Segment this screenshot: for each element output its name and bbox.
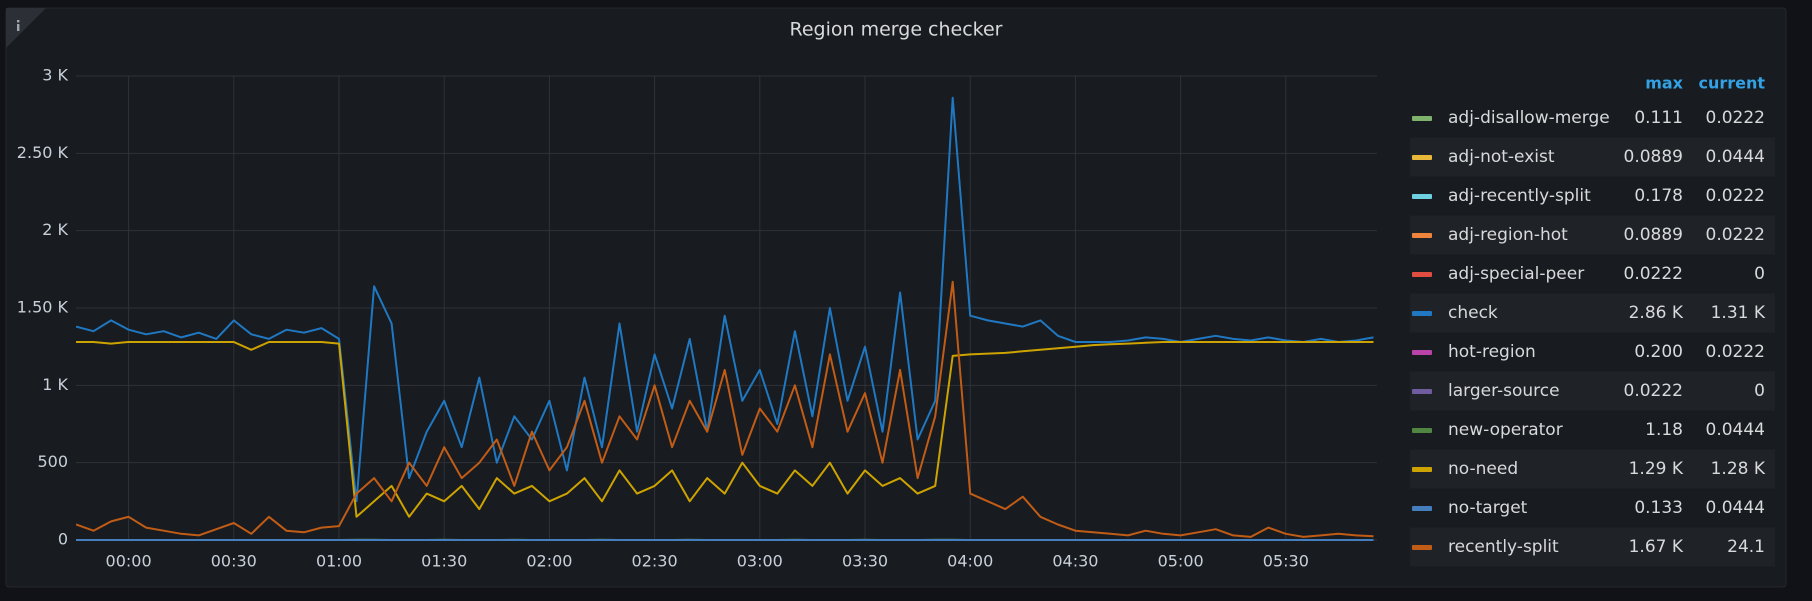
x-tick-label: 01:30 (421, 552, 467, 571)
legend-max: 0.133 (1634, 498, 1683, 518)
x-tick-label: 04:00 (947, 552, 993, 571)
series-line (76, 280, 1374, 538)
legend-swatch (1412, 194, 1432, 199)
legend-row-bg (1410, 137, 1775, 177)
y-tick-label: 2 K (42, 220, 68, 239)
legend-row-bg (1410, 527, 1775, 567)
legend-max: 0.0222 (1624, 264, 1683, 284)
legend-label: hot-region (1448, 342, 1536, 362)
legend-header: current (1698, 74, 1765, 93)
legend-label: adj-not-exist (1448, 147, 1555, 167)
legend-current: 0.0222 (1706, 108, 1765, 128)
legend-swatch (1412, 389, 1432, 394)
legend-swatch (1412, 467, 1432, 472)
legend-current: 0 (1754, 264, 1765, 284)
legend-current: 0.0222 (1706, 342, 1765, 362)
legend-row-bg (1410, 293, 1775, 333)
y-tick-label: 1 K (42, 375, 68, 394)
legend-label: adj-special-peer (1448, 264, 1584, 284)
legend-swatch (1412, 428, 1432, 433)
y-tick-label: 1.50 K (17, 298, 69, 317)
legend-max: 1.18 (1645, 420, 1683, 440)
x-tick-label: 03:00 (737, 552, 783, 571)
legend-row-bg (1410, 449, 1775, 489)
x-tick-label: 03:30 (842, 552, 888, 571)
legend-swatch (1412, 311, 1432, 316)
x-tick-label: 00:30 (211, 552, 257, 571)
legend-current: 0.0444 (1706, 420, 1765, 440)
legend-max: 0.0889 (1624, 147, 1683, 167)
legend-label: larger-source (1448, 381, 1560, 401)
legend-max: 0.178 (1634, 186, 1683, 206)
legend-max: 0.0222 (1624, 381, 1683, 401)
legend-max: 0.0889 (1624, 225, 1683, 245)
legend-current: 0.0222 (1706, 225, 1765, 245)
x-tick-label: 02:30 (632, 552, 678, 571)
legend-current: 24.1 (1727, 537, 1765, 557)
series-line (76, 341, 1374, 518)
legend-label: check (1448, 303, 1498, 323)
x-tick-label: 02:00 (526, 552, 572, 571)
legend-current: 1.31 K (1711, 303, 1766, 323)
legend-max: 0.111 (1634, 108, 1683, 128)
legend-max: 0.200 (1634, 342, 1683, 362)
y-tick-label: 500 (37, 452, 68, 471)
legend-label: adj-disallow-merge (1448, 108, 1610, 128)
x-tick-label: 01:00 (316, 552, 362, 571)
legend-swatch (1412, 116, 1432, 121)
legend-current: 0.0444 (1706, 498, 1765, 518)
legend-current: 0 (1754, 381, 1765, 401)
legend-current: 1.28 K (1711, 459, 1766, 479)
legend-swatch (1412, 350, 1432, 355)
info-icon-stem (17, 24, 20, 31)
legend-label: no-need (1448, 459, 1518, 479)
legend-swatch (1412, 272, 1432, 277)
legend-label: recently-split (1448, 537, 1559, 557)
legend-swatch (1412, 155, 1432, 160)
legend-max: 1.29 K (1629, 459, 1684, 479)
x-tick-label: 04:30 (1052, 552, 1098, 571)
chart-title: Region merge checker (790, 19, 1003, 41)
legend-label: adj-recently-split (1448, 186, 1591, 206)
legend-max: 1.67 K (1629, 537, 1684, 557)
legend-row-bg (1410, 371, 1775, 411)
legend-label: no-target (1448, 498, 1528, 518)
y-tick-label: 0 (58, 530, 68, 549)
x-tick-label: 05:30 (1263, 552, 1309, 571)
legend-swatch (1412, 506, 1432, 511)
x-tick-label: 05:00 (1158, 552, 1204, 571)
series-line (76, 96, 1374, 503)
y-tick-label: 3 K (42, 66, 68, 85)
legend-current: 0.0222 (1706, 186, 1765, 206)
y-tick-label: 2.50 K (17, 143, 69, 162)
legend-current: 0.0444 (1706, 147, 1765, 167)
panel (5, 7, 1787, 588)
legend-label: new-operator (1448, 420, 1563, 440)
info-corner[interactable] (6, 8, 46, 48)
info-icon-dot (17, 20, 20, 23)
legend-label: adj-region-hot (1448, 225, 1568, 245)
legend-max: 2.86 K (1629, 303, 1684, 323)
legend-swatch (1412, 233, 1432, 238)
x-tick-label: 00:00 (106, 552, 152, 571)
legend-row-bg (1410, 215, 1775, 255)
legend-header: max (1645, 74, 1683, 93)
legend-swatch (1412, 545, 1432, 550)
